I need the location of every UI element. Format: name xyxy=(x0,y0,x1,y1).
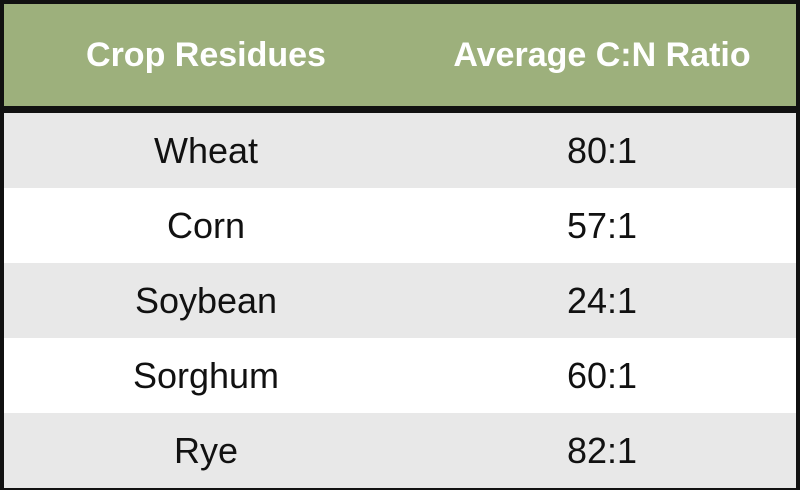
table-row: Soybean 24:1 xyxy=(4,263,796,338)
ratio-cell: 57:1 xyxy=(566,204,638,246)
crop-cell: Corn xyxy=(166,204,246,246)
table-row: Corn 57:1 xyxy=(4,188,796,263)
table-row: Sorghum 60:1 xyxy=(4,338,796,413)
table-row: Rye 82:1 xyxy=(4,413,796,488)
ratio-cell: 80:1 xyxy=(566,129,638,171)
crop-cell: Wheat xyxy=(153,129,259,171)
ratio-cell: 24:1 xyxy=(566,279,638,321)
crop-cell: Rye xyxy=(173,429,239,471)
crop-cell: Sorghum xyxy=(132,354,280,396)
header-row: Crop Residues Average C:N Ratio xyxy=(4,4,796,113)
header-cell: Crop Residues xyxy=(86,35,326,74)
crop-cell: Soybean xyxy=(134,279,278,321)
ratio-cell: 82:1 xyxy=(566,429,638,471)
ratio-cell: 60:1 xyxy=(566,354,638,396)
table-row: Wheat 80:1 xyxy=(4,113,796,188)
header-cell: Average C:N Ratio xyxy=(453,35,751,74)
